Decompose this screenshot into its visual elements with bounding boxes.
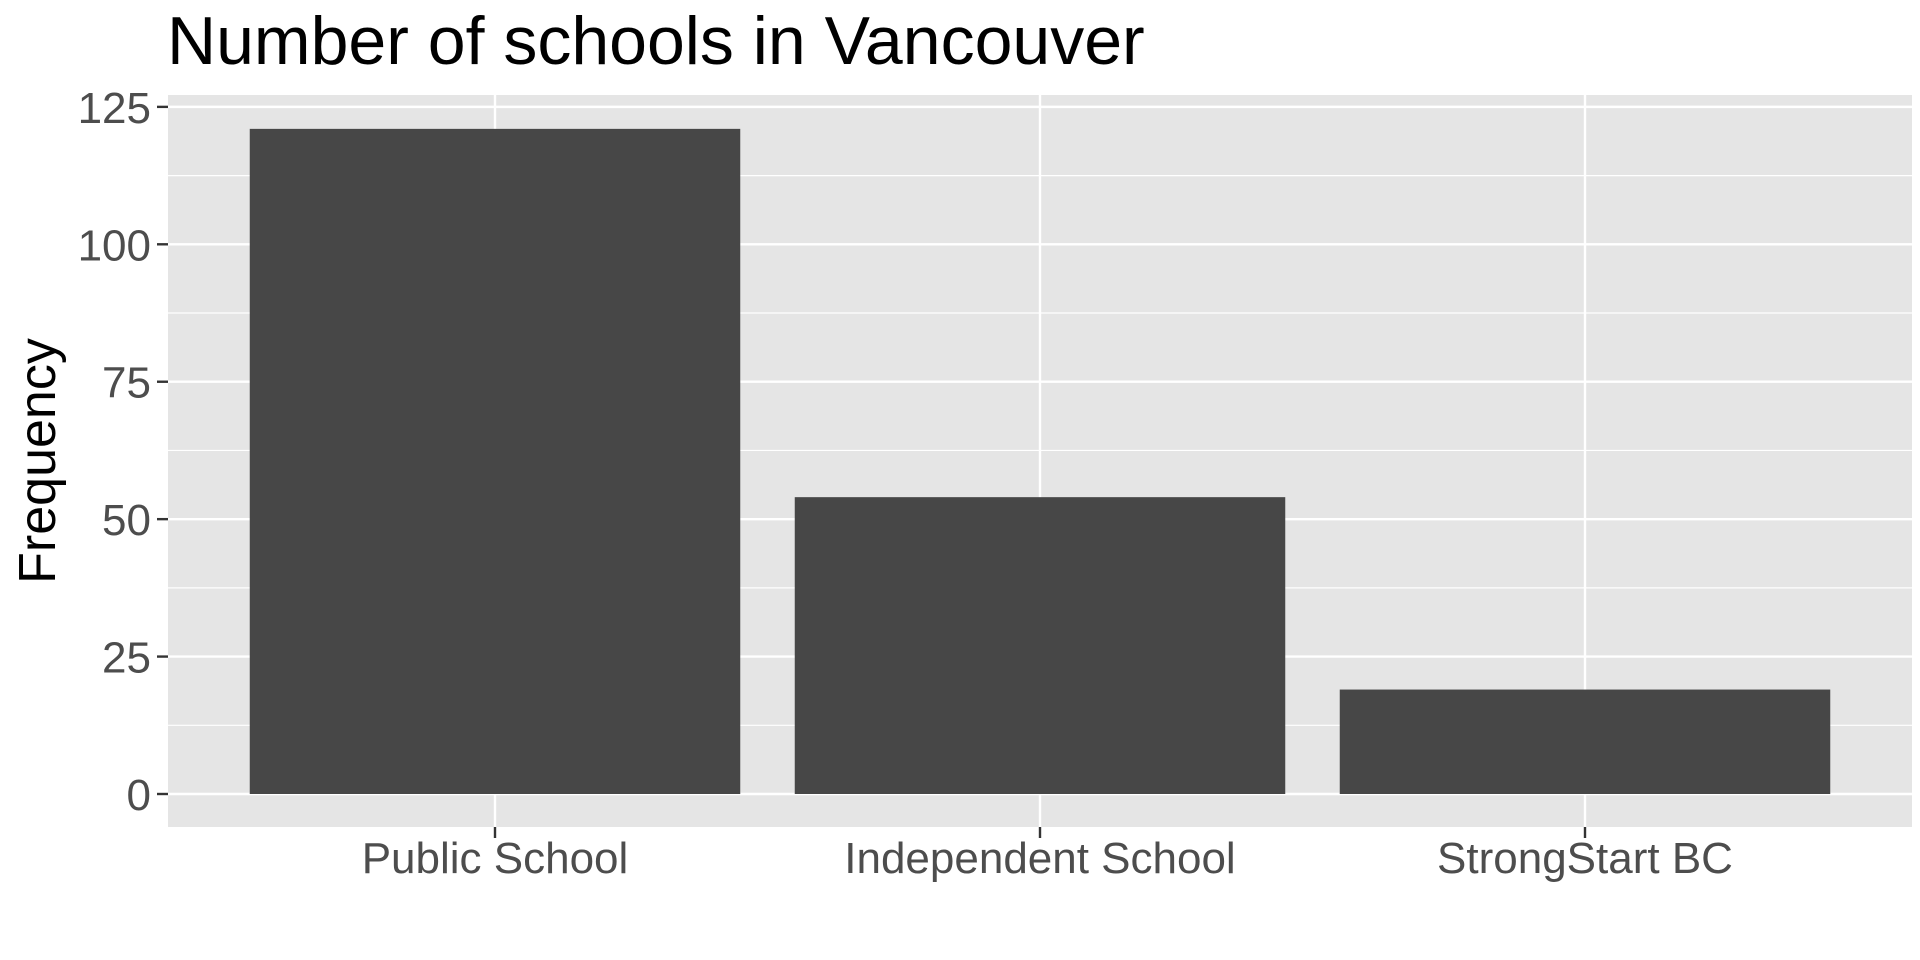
bar-strongstart-bc (1339, 689, 1831, 794)
x-tick-label: Public School (362, 834, 629, 883)
y-tick-label: 0 (127, 771, 151, 820)
y-axis: 0 25 50 75 100 125 (78, 84, 168, 820)
chart-title: Number of schools in Vancouver (167, 3, 1145, 79)
bar-public-school (249, 128, 741, 794)
y-tick-label: 50 (102, 496, 151, 545)
bars (249, 128, 1831, 794)
x-tick-label: Independent School (844, 834, 1235, 883)
y-axis-title: Frequency (9, 338, 67, 584)
y-tick-label: 75 (102, 359, 151, 408)
y-tick-label: 25 (102, 634, 151, 683)
x-tick-label: StrongStart BC (1437, 834, 1733, 883)
bar-independent-school (794, 497, 1286, 794)
y-tick-label: 125 (78, 84, 151, 133)
y-tick-label: 100 (78, 221, 151, 270)
x-axis: Public School Independent School StrongSta… (362, 827, 1733, 883)
